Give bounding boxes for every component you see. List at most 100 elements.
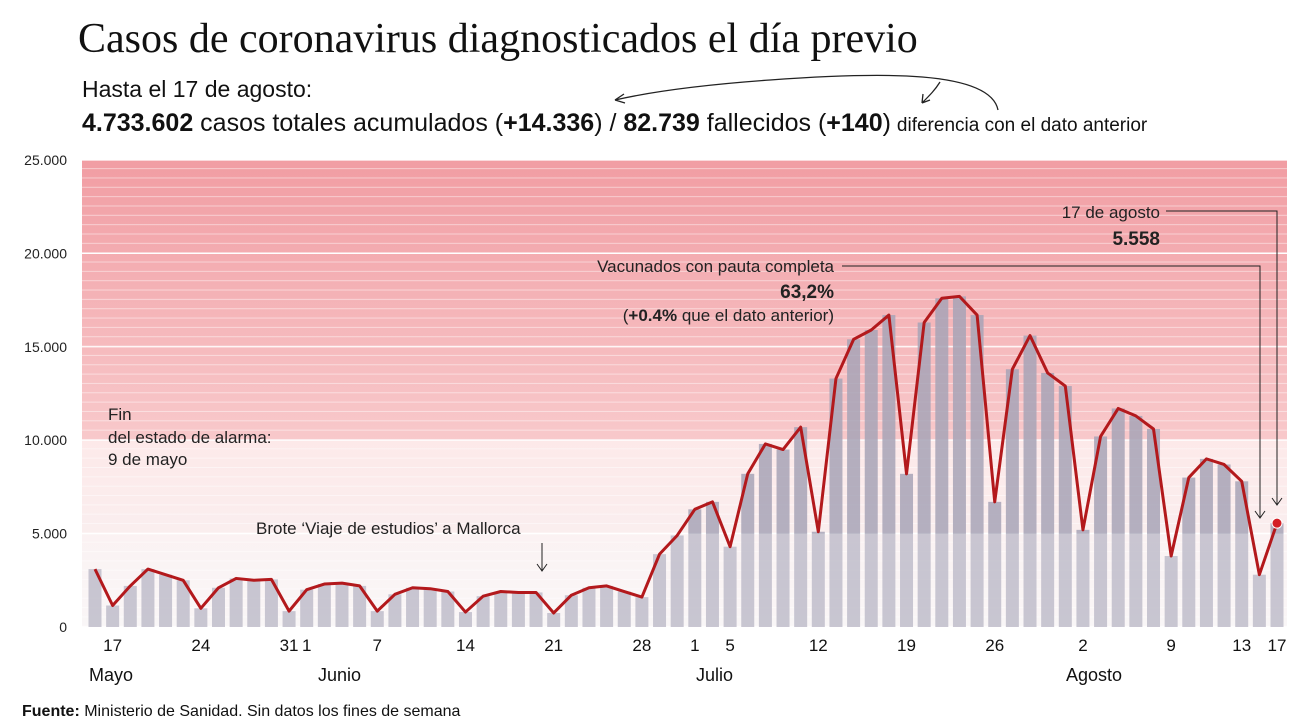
x-tick-label: 1 xyxy=(690,636,699,655)
annotation: (+0.4% que el dato anterior) xyxy=(623,306,834,325)
y-tick-label: 10.000 xyxy=(24,432,67,448)
bar xyxy=(282,611,296,627)
bar xyxy=(1129,415,1143,627)
bar xyxy=(600,585,614,627)
subtitle: Hasta el 17 de agosto: xyxy=(82,76,312,102)
bar xyxy=(653,554,667,627)
x-tick-label: 19 xyxy=(897,636,916,655)
bar xyxy=(353,585,367,627)
arrow xyxy=(842,265,1266,519)
source-text: Ministerio de Sanidad. Sin datos los fin… xyxy=(80,703,461,720)
x-tick-label: 14 xyxy=(456,636,475,655)
bar xyxy=(582,587,596,627)
summary-part: ) xyxy=(883,109,891,137)
bar xyxy=(211,587,225,627)
annotation: 5.558 xyxy=(1112,229,1160,250)
month-label: Julio xyxy=(696,665,733,685)
bar xyxy=(194,608,208,627)
line xyxy=(93,294,1279,615)
x-tick-label: 28 xyxy=(632,636,651,655)
x-tick-label: 17 xyxy=(103,636,122,655)
bar xyxy=(300,589,314,627)
arrow-head xyxy=(614,93,626,104)
bar xyxy=(1147,428,1161,627)
arrow xyxy=(614,74,999,111)
bar xyxy=(494,591,508,627)
annotation: 63,2% xyxy=(780,282,834,303)
x-tick-label: 24 xyxy=(191,636,210,655)
bar xyxy=(1076,529,1090,627)
bar xyxy=(1164,556,1178,627)
bar xyxy=(529,592,543,627)
bar xyxy=(935,298,949,627)
y-tick-label: 20.000 xyxy=(24,245,67,261)
bar xyxy=(458,612,472,627)
bar xyxy=(159,574,173,627)
chart-title: Casos de coronavirus diagnosticados el d… xyxy=(78,16,918,62)
bar xyxy=(741,473,755,627)
summary-part: casos totales acumulados ( xyxy=(193,109,504,137)
month-label: Agosto xyxy=(1066,665,1122,685)
bar xyxy=(511,592,525,627)
bar xyxy=(758,443,772,627)
bar xyxy=(423,588,437,627)
annotation: 9 de mayo xyxy=(108,450,187,469)
bar xyxy=(106,605,120,627)
last-point xyxy=(1271,517,1283,529)
bar xyxy=(917,322,931,627)
bar xyxy=(441,591,455,627)
bar xyxy=(988,501,1002,627)
bar xyxy=(1111,408,1125,627)
bar xyxy=(829,378,843,627)
annotation: 17 de agosto xyxy=(1062,203,1160,222)
x-tick-label: 2 xyxy=(1078,636,1087,655)
arrow xyxy=(536,543,548,572)
x-tick-label: 21 xyxy=(544,636,563,655)
x-tick-label: 1 xyxy=(302,636,311,655)
bar xyxy=(141,569,155,627)
bar xyxy=(723,546,737,627)
bar xyxy=(794,427,808,627)
source-label: Fuente: xyxy=(22,703,80,720)
arrow xyxy=(921,81,941,104)
bar xyxy=(776,449,790,627)
bar xyxy=(1094,436,1108,627)
bar xyxy=(1199,458,1213,627)
month-label: Mayo xyxy=(89,665,133,685)
bar xyxy=(247,580,261,627)
bar xyxy=(88,569,102,627)
bar xyxy=(476,596,490,627)
x-tick-label: 17 xyxy=(1268,636,1287,655)
bar xyxy=(1270,523,1284,627)
x-tick-label: 13 xyxy=(1232,636,1251,655)
annotation-part: que el dato anterior) xyxy=(677,306,834,325)
bar xyxy=(670,535,684,627)
annotation-part: ( xyxy=(623,306,629,325)
bar xyxy=(811,531,825,627)
bar xyxy=(564,595,578,627)
bar xyxy=(547,612,561,627)
summary-part: 82.739 xyxy=(623,109,699,137)
bar xyxy=(882,315,896,627)
bar xyxy=(864,329,878,627)
bar xyxy=(688,509,702,627)
summary-part: 4.733.602 xyxy=(82,109,193,137)
bar xyxy=(1217,464,1231,627)
bar xyxy=(970,315,984,627)
bar xyxy=(264,579,278,627)
y-tick-label: 25.000 xyxy=(24,152,67,168)
annotation: Vacunados con pauta completa xyxy=(597,257,834,276)
bar xyxy=(952,296,966,627)
bar xyxy=(176,580,190,627)
annotation: Brote ‘Viaje de estudios’ a Mallorca xyxy=(256,519,521,538)
bar xyxy=(705,501,719,627)
y-tick-label: 0 xyxy=(59,619,67,635)
bar xyxy=(1182,477,1196,627)
x-tick-label: 7 xyxy=(373,636,382,655)
y-tick-label: 15.000 xyxy=(24,339,67,355)
summary-part: fallecidos ( xyxy=(700,109,827,137)
summary-part: ) / xyxy=(594,109,623,137)
x-tick-label: 31 xyxy=(280,636,299,655)
annotation: del estado de alarma: xyxy=(108,428,272,447)
